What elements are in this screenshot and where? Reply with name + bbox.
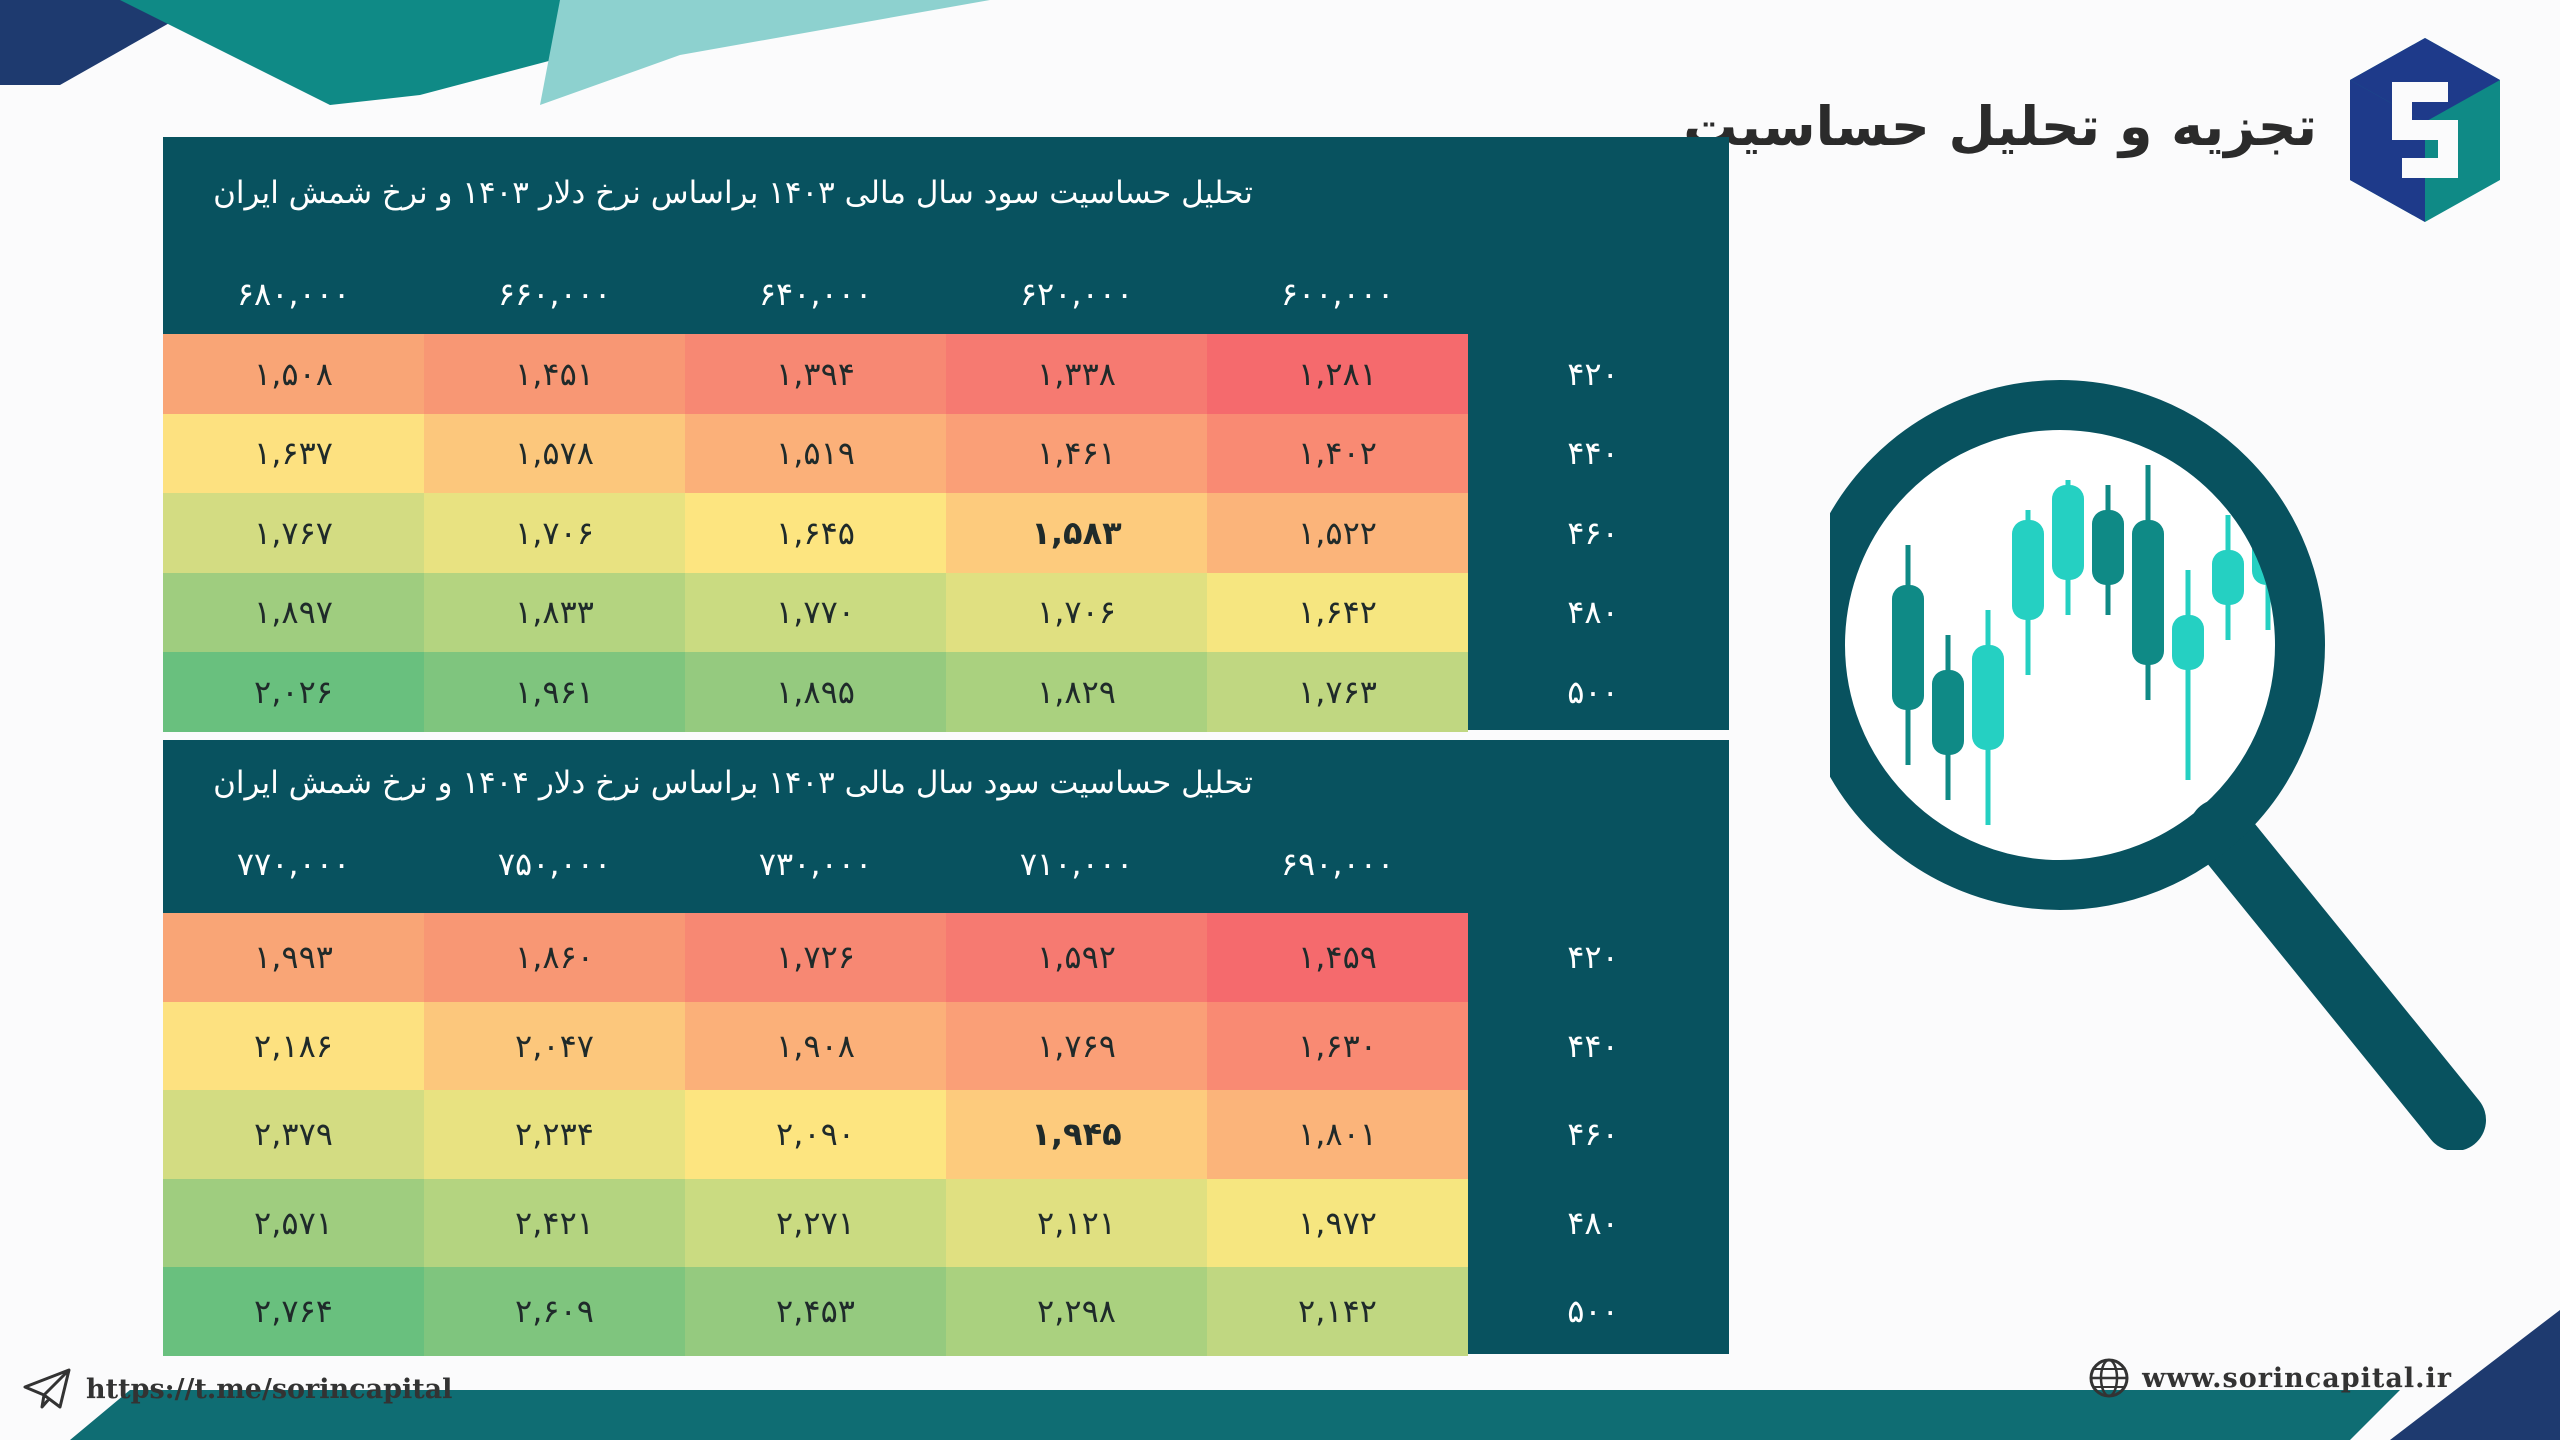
table-cell: ۲,۷۶۴: [163, 1267, 424, 1356]
sensitivity-table-1: تحلیل حساسیت سود سال مالی ۱۴۰۳ براساس نر…: [163, 137, 1729, 732]
table-cell: ۱,۹۴۵: [946, 1090, 1207, 1179]
table-cell: ۱,۹۰۸: [685, 1001, 946, 1090]
table-cell: ۲,۱۸۶: [163, 1001, 424, 1090]
table-cell: ۲,۳۷۹: [163, 1090, 424, 1179]
table-cell: ۲,۲۹۸: [946, 1267, 1207, 1356]
website-link[interactable]: www.sorincapital.ir: [2088, 1357, 2452, 1399]
table-cell: ۱,۶۴۵: [685, 493, 946, 573]
table-cell: ۱,۷۶۷: [163, 493, 424, 573]
row-label: ۴۸۰: [1567, 593, 1619, 632]
table-cell: ۱,۵۱۹: [685, 413, 946, 493]
column-header: ۷۳۰,۰۰۰: [758, 845, 873, 883]
sensitivity-table-2: تحلیل حساسیت سود سال مالی ۱۴۰۳ براساس نر…: [163, 740, 1729, 1356]
table-cell: ۱,۳۹۴: [685, 334, 946, 414]
bottom-right-decoration: [2390, 1310, 2560, 1440]
table-cell: ۲,۰۲۶: [163, 652, 424, 732]
globe-icon: [2089, 1358, 2129, 1398]
paper-plane-icon: [23, 1368, 71, 1409]
column-header: ۶۴۰,۰۰۰: [758, 275, 873, 313]
telegram-url[interactable]: https://t.me/sorincapital: [86, 1373, 453, 1405]
top-decoration: [0, 0, 990, 105]
row-label: ۴۶۰: [1567, 513, 1619, 552]
table-title: تحلیل حساسیت سود سال مالی ۱۴۰۳ براساس نر…: [213, 175, 1253, 211]
column-header: ۶۹۰,۰۰۰: [1280, 845, 1395, 883]
table-cell: ۱,۸۰۱: [1207, 1090, 1468, 1179]
column-header: ۶۰۰,۰۰۰: [1280, 275, 1395, 313]
table-cell: ۱,۴۵۱: [424, 334, 685, 414]
table-cell: ۱,۷۶۳: [1207, 652, 1468, 732]
website-url[interactable]: www.sorincapital.ir: [2142, 1362, 2452, 1394]
table-cell: ۱,۶۳۰: [1207, 1001, 1468, 1090]
row-label: ۴۴۰: [1567, 1026, 1619, 1065]
column-header: ۷۱۰,۰۰۰: [1019, 845, 1134, 883]
table-cell: ۲,۴۵۳: [685, 1267, 946, 1356]
table-cell: ۲,۲۷۱: [685, 1178, 946, 1267]
row-label: ۵۰۰: [1567, 672, 1619, 711]
candle-body: [2012, 520, 2044, 620]
column-header: ۷۷۰,۰۰۰: [236, 845, 351, 883]
row-label: ۴۸۰: [1567, 1203, 1619, 1242]
candle-body: [2172, 615, 2204, 670]
page-title: تجزیه و تحلیل حساسیت: [1683, 95, 2317, 158]
bottom-decoration: [70, 1390, 2400, 1440]
table-cell: ۱,۸۳۳: [424, 572, 685, 652]
candle-body: [2132, 520, 2164, 665]
table-cell: ۱,۸۶۰: [424, 913, 685, 1002]
table-cell: ۱,۸۹۵: [685, 652, 946, 732]
table-cell: ۱,۷۶۹: [946, 1001, 1207, 1090]
table-cell: ۲,۶۰۹: [424, 1267, 685, 1356]
table-cell: ۱,۵۲۲: [1207, 493, 1468, 573]
table-cell: ۲,۴۲۱: [424, 1178, 685, 1267]
table-cell: ۱,۶۳۷: [163, 413, 424, 493]
table-cell: ۱,۹۶۱: [424, 652, 685, 732]
table-cell: ۱,۶۴۲: [1207, 572, 1468, 652]
table-cell: ۱,۷۰۶: [424, 493, 685, 573]
table-cell: ۱,۴۶۱: [946, 413, 1207, 493]
table-cell: ۱,۴۰۲: [1207, 413, 1468, 493]
candle-body: [1932, 670, 1964, 755]
table-cell: ۲,۲۳۴: [424, 1090, 685, 1179]
column-header: ۶۸۰,۰۰۰: [236, 275, 351, 313]
table-cell: ۲,۰۹۰: [685, 1090, 946, 1179]
candle-body: [2092, 510, 2124, 585]
table-cell: ۱,۴۵۹: [1207, 913, 1468, 1002]
table-cell: ۱,۸۲۹: [946, 652, 1207, 732]
table-cell: ۱,۷۰۶: [946, 572, 1207, 652]
row-label: ۴۲۰: [1567, 354, 1619, 393]
table-cell: ۱,۲۸۱: [1207, 334, 1468, 414]
table-cell: ۱,۵۷۸: [424, 413, 685, 493]
table-cell: ۱,۵۹۲: [946, 913, 1207, 1002]
table-cell: ۱,۳۳۸: [946, 334, 1207, 414]
table-cell: ۱,۵۸۳: [946, 493, 1207, 573]
column-header: ۶۶۰,۰۰۰: [497, 275, 612, 313]
sorin-capital-logo: [2350, 38, 2500, 222]
magnifier-chart-icon: [1830, 380, 2486, 1150]
row-label: ۴۴۰: [1567, 434, 1619, 473]
table-cell: ۱,۸۹۷: [163, 572, 424, 652]
table-cell: ۲,۱۴۲: [1207, 1267, 1468, 1356]
table-cell: ۱,۹۷۲: [1207, 1178, 1468, 1267]
table-cell: ۲,۵۷۱: [163, 1178, 424, 1267]
candle-body: [2052, 485, 2084, 580]
candle-body: [1972, 645, 2004, 750]
column-header: ۷۵۰,۰۰۰: [497, 845, 612, 883]
table-cell: ۲,۰۴۷: [424, 1001, 685, 1090]
table-title: تحلیل حساسیت سود سال مالی ۱۴۰۳ براساس نر…: [213, 765, 1253, 801]
table-cell: ۱,۷۲۶: [685, 913, 946, 1002]
row-label: ۴۲۰: [1567, 938, 1619, 977]
row-label: ۴۶۰: [1567, 1115, 1619, 1154]
candle-body: [2212, 550, 2244, 605]
telegram-link[interactable]: https://t.me/sorincapital: [22, 1367, 452, 1411]
column-header: ۶۲۰,۰۰۰: [1019, 275, 1134, 313]
row-label: ۵۰۰: [1567, 1292, 1619, 1331]
table-cell: ۱,۹۹۳: [163, 913, 424, 1002]
table-cell: ۱,۵۰۸: [163, 334, 424, 414]
table-cell: ۱,۷۷۰: [685, 572, 946, 652]
table-cell: ۲,۱۲۱: [946, 1178, 1207, 1267]
candle-body: [1892, 585, 1924, 710]
